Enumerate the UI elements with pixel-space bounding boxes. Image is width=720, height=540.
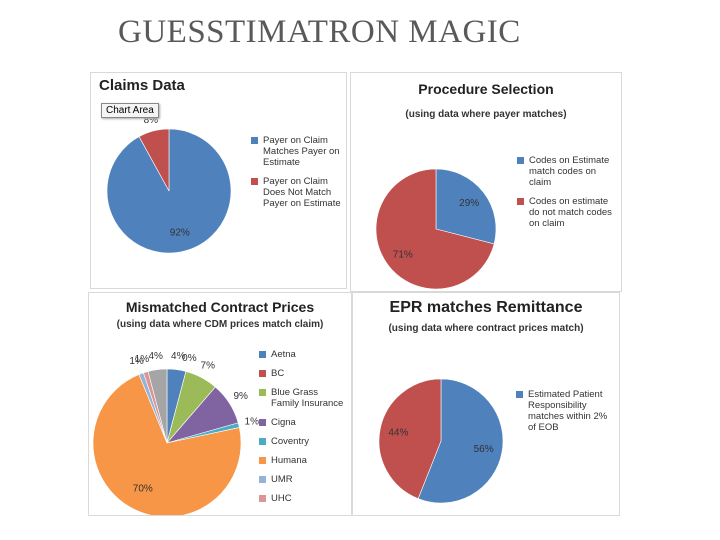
legend-item: Coventry	[259, 436, 347, 447]
chart-subtitle: (using data where CDM prices match claim…	[116, 319, 324, 330]
legend-swatch	[251, 178, 258, 185]
chart-subtitle: (using data where payer matches)	[405, 109, 567, 120]
data-label: 4%	[148, 351, 163, 362]
pie-slice	[378, 378, 442, 500]
slide-title: GUESSTIMATRON MAGIC	[118, 14, 521, 50]
legend-swatch	[259, 457, 266, 464]
pie-chart: 4%0%7%9%1%70%1%1% 4%	[92, 351, 260, 515]
pie-slice	[138, 128, 170, 192]
pie-slice	[92, 374, 242, 515]
legend-label: Codes on estimate do not match codes on …	[529, 196, 612, 229]
legend-item: Payer on Claim Matches Payer on Estimate	[251, 135, 343, 168]
data-label: 70%	[133, 483, 153, 494]
legend-label: Estimated Patient Responsibility matches…	[528, 389, 608, 433]
legend-swatch	[259, 389, 266, 396]
chart-panel: 92% 8% Claims Data Chart Area Payer on Claim…	[90, 72, 347, 289]
data-label: 71%	[393, 249, 413, 260]
legend-label: BC	[271, 368, 285, 379]
legend-item: BC	[259, 368, 347, 379]
data-label: 92%	[170, 228, 190, 239]
legend-swatch	[259, 370, 266, 377]
data-label: 9%	[233, 391, 248, 402]
pie-chart: 56% 44%	[378, 378, 504, 504]
legend-label: Aetna	[271, 349, 296, 360]
chart-panel: 4% 0% 7% 9% 1% 70% 1% 1% 4% Mismatched Contract P…	[88, 292, 352, 516]
legend-item: Aetna	[259, 349, 347, 360]
legend-item: Codes on Estimate match codes on claim	[517, 155, 615, 188]
chart-panel: 29% 71% Procedure Selection (using data whe…	[350, 72, 622, 292]
legend-label: UMR	[271, 474, 293, 485]
legend-label: Payer on Claim Matches Payer on Estimate	[263, 135, 340, 168]
legend-label: Humana	[271, 455, 307, 466]
legend-swatch	[516, 391, 523, 398]
legend-swatch	[259, 495, 266, 502]
data-label: 1%	[245, 417, 260, 428]
legend-item: Codes on estimate do not match codes on …	[517, 196, 615, 229]
legend-label: Codes on Estimate match codes on claim	[529, 155, 610, 188]
data-label: 1%	[135, 354, 150, 365]
legend-swatch	[251, 137, 258, 144]
pie-slice	[147, 368, 168, 444]
chart-title: EPR matches Remittance	[389, 299, 583, 316]
legend-item: UHC	[259, 493, 347, 504]
legend-label: Coventry	[271, 436, 310, 447]
legend: Aetna BC Blue Grass Family Insurance Cigna C…	[259, 349, 347, 512]
legend: Estimated Patient Responsibility matches…	[516, 389, 616, 441]
legend-swatch	[259, 438, 266, 445]
legend-swatch	[259, 351, 266, 358]
legend-item: UMR	[259, 474, 347, 485]
chart-title: Claims Data	[99, 77, 185, 94]
legend-item: Blue Grass Family Insurance	[259, 387, 347, 409]
legend-label: Blue Grass Family Insurance	[271, 387, 344, 409]
data-label: 4%	[171, 351, 186, 362]
data-label: 8%	[144, 115, 159, 126]
tooltip: Chart Area	[101, 103, 159, 118]
legend: Codes on Estimate match codes on claim Co…	[517, 155, 615, 237]
legend-swatch	[259, 419, 266, 426]
chart-panel: 56% 44% EPR matches Remittance (using data …	[352, 292, 620, 516]
legend-item: Humana	[259, 455, 347, 466]
legend-item: Cigna	[259, 417, 347, 428]
data-label: 0%	[182, 353, 197, 364]
chart-title: Procedure Selection	[418, 81, 554, 97]
data-label: 7%	[201, 360, 216, 371]
legend-swatch	[259, 476, 266, 483]
legend-label: Payer on Claim Does Not Match Payer on E…	[263, 176, 341, 209]
pie-slice	[417, 378, 504, 504]
legend: Payer on Claim Matches Payer on Estimate…	[251, 135, 343, 217]
pie-chart: 92% 8%	[106, 115, 232, 254]
pie-slice	[375, 168, 495, 290]
data-label: 56%	[474, 444, 494, 455]
legend-item: Estimated Patient Responsibility matches…	[516, 389, 616, 433]
pie-chart: 29% 71%	[375, 168, 497, 290]
data-label: 1%	[129, 356, 144, 367]
legend-label: UHC	[271, 493, 292, 504]
legend-label: Cigna	[271, 417, 296, 428]
chart-subtitle: (using data where contract prices match)	[388, 323, 584, 334]
chart-title: Mismatched Contract Prices	[125, 299, 315, 315]
legend-swatch	[517, 157, 524, 164]
legend-item: Payer on Claim Does Not Match Payer on E…	[251, 176, 343, 209]
pie-slice	[435, 168, 497, 245]
data-label: 29%	[459, 198, 479, 209]
data-label: 44%	[388, 428, 408, 439]
legend-swatch	[517, 198, 524, 205]
